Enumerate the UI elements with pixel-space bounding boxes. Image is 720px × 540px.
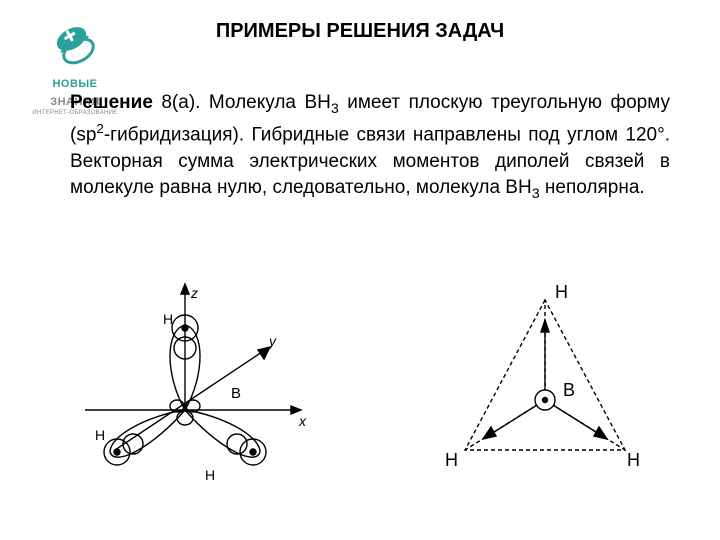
axis-y-label: y xyxy=(268,333,277,349)
title-text: ПРИМЕРЫ РЕШЕНИЯ ЗАДАЧ xyxy=(216,20,504,42)
atom-h-left: H xyxy=(95,427,105,443)
sub2: 3 xyxy=(532,186,540,202)
sup1: 2 xyxy=(96,121,103,136)
atom-b-center: B xyxy=(231,385,241,402)
rest3: неполярна. xyxy=(540,177,645,198)
figures-row: z y x H H H B xyxy=(0,280,720,500)
solution-paragraph: Решение 8(а). Молекула BH3 имеет плоскую… xyxy=(70,90,670,205)
logo-word1: НОВЫЕ xyxy=(52,78,97,90)
label-b-center: B xyxy=(563,380,575,401)
axis-x-label: x xyxy=(298,413,307,429)
logo-icon xyxy=(50,20,100,70)
label-h-left: H xyxy=(445,450,458,471)
vector-triangle-diagram: H H H B xyxy=(425,280,665,500)
atom-h-top: H xyxy=(163,311,173,327)
lead-bold: Решение xyxy=(70,92,153,113)
lead-rest: 8(а). Молекула BH xyxy=(153,92,331,113)
atom-h-right: H xyxy=(205,467,215,483)
sub1: 3 xyxy=(331,101,339,117)
axis-z-label: z xyxy=(190,285,198,301)
label-h-right: H xyxy=(627,450,640,471)
label-h-top: H xyxy=(555,282,568,303)
orbital-diagram: z y x H H H B xyxy=(55,280,315,500)
